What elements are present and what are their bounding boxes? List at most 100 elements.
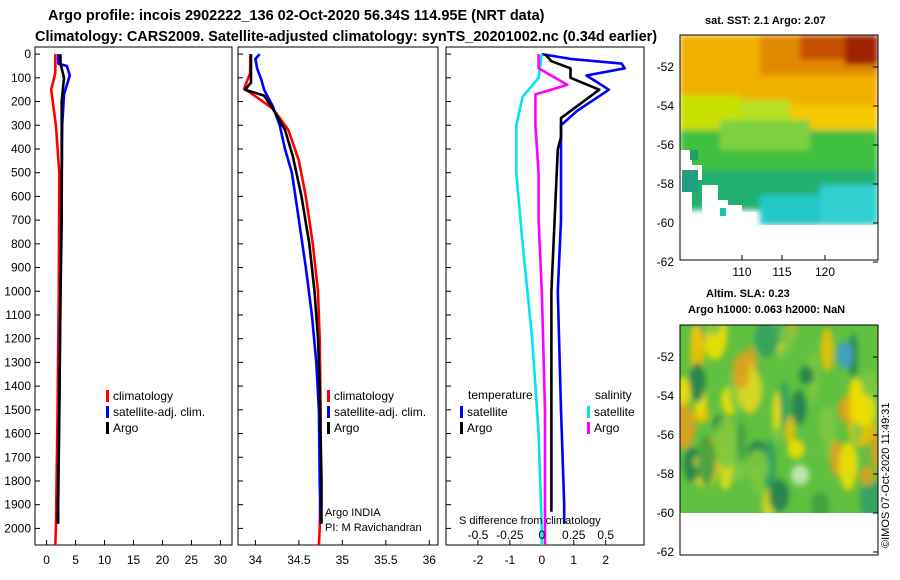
depth-tick-label: 1400 — [4, 379, 31, 393]
series-line-temperature-satellite — [541, 52, 627, 524]
lat-tick-label: -56 — [657, 428, 675, 442]
legend-swatch — [327, 422, 330, 434]
sla-map: Altim. SLA: 0.23 Argo h1000: 0.063 h2000… — [657, 288, 879, 559]
x-tick-label: 2 — [602, 553, 609, 567]
series-line-salinity-argo — [534, 54, 569, 545]
difference-legend: temperature salinity satellite satellite Arg… — [460, 388, 635, 435]
depth-tick-label: 1600 — [4, 427, 31, 441]
temperature-series — [49, 54, 72, 546]
lat-tick-label: -56 — [657, 138, 675, 152]
depth-tick-label: 1200 — [4, 332, 31, 346]
depth-tick-label: 600 — [11, 189, 31, 203]
depth-tick-label: 1000 — [4, 284, 31, 298]
s-difference-ticks: -0.5 -0.25 0 0.25 0.5 — [468, 528, 615, 542]
depth-tick-label: 1100 — [5, 308, 31, 322]
lat-tick-label: -62 — [657, 255, 675, 269]
depth-tick-label: 300 — [11, 118, 31, 132]
salinity-series — [242, 53, 323, 546]
legend-title-salinity: salinity — [595, 388, 632, 402]
legend-label: satellite — [594, 405, 635, 419]
depth-tick-label: 0 — [24, 47, 31, 61]
lat-tick-label: -54 — [657, 389, 675, 403]
title-line-1: Argo profile: incois 2902222_136 02-Oct-… — [48, 8, 545, 24]
depth-tick-label: 2000 — [4, 521, 31, 535]
x-tick-label: 5 — [72, 553, 79, 567]
legend-label: Argo — [594, 421, 620, 435]
depth-axis-labels: 0 100 200 300 400 500 600 700 800 900 1000 1100 1200… — [4, 47, 451, 535]
s-diff-tick-label: -0.25 — [496, 528, 524, 542]
series-line-satellite-adj-clim- — [254, 53, 322, 524]
lat-tick-label: -62 — [657, 545, 675, 559]
sst-map-image — [680, 35, 878, 260]
x-tick-label: 0 — [538, 553, 545, 567]
legend-swatch — [460, 422, 463, 434]
x-tick-label: -2 — [473, 553, 484, 567]
series-line-temperature-argo — [544, 53, 601, 512]
sst-map-lon-ticks: 110 115 120 — [732, 255, 835, 279]
legend-label: Argo — [113, 421, 139, 435]
difference-panel: -2 -1 0 1 2 temperature salinity satellite sate… — [445, 46, 645, 567]
legend-swatch — [327, 390, 330, 402]
x-tick-label: 1 — [570, 553, 577, 567]
depth-tick-label: 1500 — [4, 403, 31, 417]
lat-tick-label: -52 — [657, 60, 675, 74]
x-tick-label: 20 — [156, 553, 170, 567]
lat-tick-label: -58 — [657, 177, 675, 191]
depth-tick-label: 200 — [11, 95, 31, 109]
s-diff-tick-label: -0.5 — [468, 528, 489, 542]
legend-label: Argo — [334, 421, 360, 435]
sla-map-image — [680, 325, 878, 513]
sla-map-frame — [679, 324, 879, 556]
lat-tick-label: -60 — [657, 216, 675, 230]
legend-label: climatology — [113, 389, 173, 403]
x-tick-label: -1 — [505, 553, 516, 567]
depth-tick-label: 700 — [11, 213, 31, 227]
lat-tick-label: -60 — [657, 506, 675, 520]
temperature-x-ticks: 0 5 10 15 20 25 30 — [43, 540, 227, 567]
temperature-legend: climatology satellite-adj. clim. Argo — [106, 389, 205, 435]
depth-tick-label: 1300 — [4, 355, 31, 369]
legend-swatch — [587, 406, 590, 418]
s-difference-label: S difference from climatology — [459, 515, 601, 527]
legend-swatch — [106, 390, 109, 402]
sst-map-title: sat. SST: 2.1 Argo: 2.07 — [705, 15, 826, 27]
annotation-argo-india: Argo INDIA — [325, 507, 381, 519]
legend-label: satellite-adj. clim. — [113, 405, 205, 419]
legend-label: climatology — [334, 389, 394, 403]
title-line-2: Climatology: CARS2009. Satellite-adjuste… — [35, 29, 657, 45]
depth-tick-label: 900 — [11, 261, 31, 275]
salinity-x-ticks: 34 34.5 35 35.5 36 — [249, 540, 436, 567]
depth-tick-label: 800 — [11, 237, 31, 251]
sla-map-lat-ticks: -52 -54 -56 -58 -60 -62 — [657, 350, 878, 559]
sst-map-frame — [679, 34, 879, 261]
depth-tick-label: 500 — [11, 166, 31, 180]
imos-credit: ©IMOS 07-Oct-2020 11:49:31 — [880, 403, 892, 548]
lat-tick-label: -58 — [657, 467, 675, 481]
x-tick-label: 35 — [336, 553, 350, 567]
depth-tick-label: 1700 — [4, 450, 31, 464]
x-tick-label: 10 — [98, 553, 112, 567]
legend-swatch — [106, 406, 109, 418]
lat-tick-label: -52 — [657, 350, 675, 364]
sla-map-title-1: Altim. SLA: 0.23 — [706, 288, 790, 300]
temperature-panel-frame — [34, 46, 233, 546]
s-diff-tick-label: 0 — [538, 528, 545, 542]
lon-tick-label: 120 — [815, 265, 835, 279]
salinity-legend: climatology satellite-adj. clim. Argo — [327, 389, 426, 435]
series-line-argo — [56, 54, 66, 524]
legend-title-temperature: temperature — [468, 388, 533, 402]
s-diff-tick-label: 0.25 — [562, 528, 586, 542]
x-tick-label: 34.5 — [287, 553, 311, 567]
lon-tick-label: 110 — [732, 265, 751, 279]
lon-tick-label: 115 — [772, 265, 791, 279]
legend-label: satellite — [467, 405, 508, 419]
legend-label: Argo — [467, 421, 493, 435]
x-tick-label: 25 — [185, 553, 199, 567]
series-line-climatology — [49, 54, 61, 546]
x-tick-label: 15 — [127, 553, 141, 567]
x-tick-label: 30 — [214, 553, 228, 567]
depth-tick-label: 100 — [11, 71, 31, 85]
series-line-salinity-satellite — [514, 53, 544, 545]
depth-tick-label: 1800 — [4, 474, 31, 488]
